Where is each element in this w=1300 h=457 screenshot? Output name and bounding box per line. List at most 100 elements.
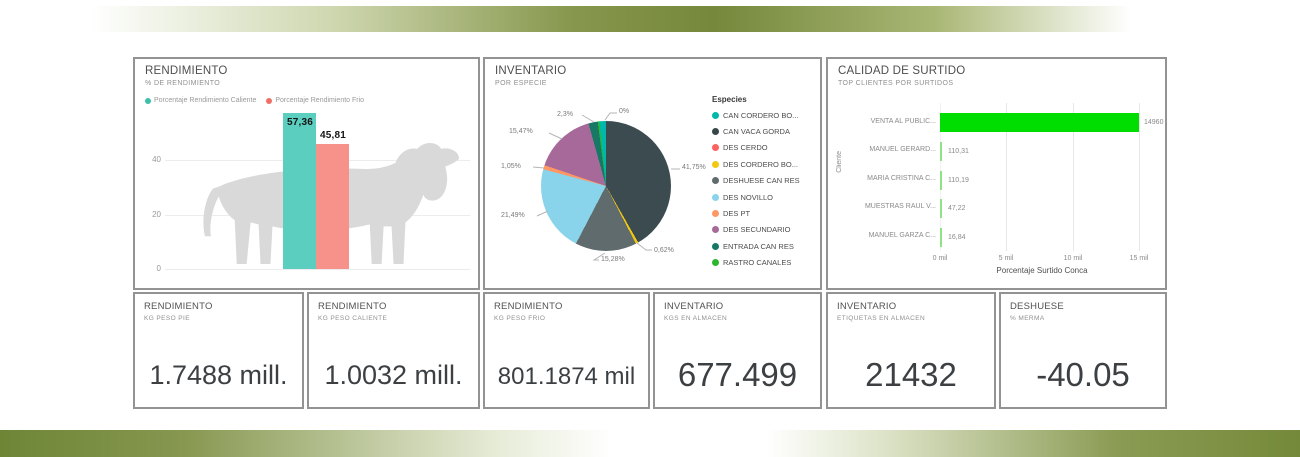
bar-manuel-gerardo[interactable] xyxy=(940,142,942,161)
x-axis-tick: 0 mil xyxy=(932,255,948,262)
legend-dot-icon xyxy=(712,160,719,168)
bar-data-label: 45,81 xyxy=(319,130,347,142)
y-axis-title: Cliente xyxy=(836,151,843,173)
x-axis-title: Porcentaje Surtido Conca xyxy=(996,266,1088,275)
legend-label: DES PT xyxy=(723,209,751,219)
legend-dot-icon xyxy=(712,111,719,119)
kpi-card-rendimiento-peso-caliente[interactable]: RENDIMIENTO KG PESO CALIENTE 1.0032 mill… xyxy=(307,292,480,409)
gridline xyxy=(1073,103,1074,251)
legend-dot-icon xyxy=(712,242,719,250)
legend-dot-icon xyxy=(712,193,719,201)
kpi-card-rendimiento-peso-frio[interactable]: RENDIMIENTO KG PESO FRIO 801.1874 mil xyxy=(483,292,650,409)
bar-venta-al-publico[interactable] xyxy=(940,113,1140,132)
kpi-title: RENDIMIENTO xyxy=(318,301,387,312)
x-axis-tick: 5 mil xyxy=(998,255,1014,262)
legend-label: ENTRADA CAN RES xyxy=(723,241,794,251)
kpi-card-inventario-etiquetas[interactable]: INVENTARIO ETIQUETAS EN ALMACEN 21432 xyxy=(826,292,996,409)
category-label: MANUEL GERARD... xyxy=(869,146,936,153)
legend-dot-icon xyxy=(712,128,719,136)
legend-dot-icon xyxy=(712,177,719,185)
kpi-card-inventario-kgs-almacen[interactable]: INVENTARIO KGS EN ALMACEN 677.499 xyxy=(653,292,822,409)
panel-title: INVENTARIO xyxy=(495,65,567,77)
legend-item[interactable]: DESHUESE CAN RES xyxy=(712,173,800,189)
gridline xyxy=(1006,103,1007,251)
inventario-pie-chart-panel: INVENTARIO POR ESPECIE 41,75% 0,62% 15,2… xyxy=(483,57,822,290)
x-axis-tick: 15 mil xyxy=(1129,255,1149,262)
legend-dot-icon xyxy=(145,97,151,104)
y-axis-tick: 40 xyxy=(152,155,161,164)
legend-label: Porcentaje Rendimiento Caliente xyxy=(154,97,257,104)
kpi-title: DESHUESE xyxy=(1010,301,1064,312)
legend-title: Especies xyxy=(712,95,747,104)
legend-label: CAN VACA GORDA xyxy=(723,127,790,137)
legend-label: DESHUESE CAN RES xyxy=(723,176,800,186)
chart-legend: Porcentaje Rendimiento Caliente Porcenta… xyxy=(145,97,364,104)
panel-title: CALIDAD DE SURTIDO xyxy=(838,65,966,77)
kpi-card-deshuese-merma[interactable]: DESHUESE % MERMA -40.05 xyxy=(999,292,1167,409)
legend-item[interactable]: CAN VACA GORDA xyxy=(712,123,800,139)
bar-manuel-garza[interactable] xyxy=(940,228,942,247)
calidad-surtido-bar-chart-panel: CALIDAD DE SURTIDO TOP CLIENTES POR SURT… xyxy=(826,57,1167,290)
pie-pct-label: 15,47% xyxy=(509,128,533,135)
gridline xyxy=(165,269,470,270)
legend-dot-icon xyxy=(712,259,719,267)
panel-subtitle: POR ESPECIE xyxy=(495,80,547,87)
bar-data-label: 47,22 xyxy=(948,205,966,212)
kpi-subtitle: % MERMA xyxy=(1010,315,1045,322)
bar-muestras-raul[interactable] xyxy=(940,199,942,218)
category-label: VENTA AL PUBLIC... xyxy=(870,118,936,125)
pie-chart[interactable] xyxy=(541,121,671,251)
kpi-title: RENDIMIENTO xyxy=(494,301,563,312)
bar-data-label: 110,31 xyxy=(948,148,969,155)
legend-item[interactable]: DES NOVILLO xyxy=(712,189,800,205)
y-axis-tick: 0 xyxy=(156,264,161,273)
kpi-value: 21432 xyxy=(865,356,957,393)
legend-dot-icon xyxy=(712,210,719,218)
bar-data-label: 14960 xyxy=(1144,119,1164,126)
legend-item[interactable]: DES PT xyxy=(712,205,800,221)
top-gradient-band xyxy=(0,6,1300,32)
kpi-subtitle: KG PESO PIE xyxy=(144,315,190,322)
legend-label: DES CORDERO BO... xyxy=(723,159,799,169)
bottom-gradient-band xyxy=(0,430,1300,457)
legend-item-frio[interactable]: Porcentaje Rendimiento Frio xyxy=(266,97,364,104)
legend-item[interactable]: RASTRO CANALES xyxy=(712,255,800,271)
kpi-subtitle: KGS EN ALMACEN xyxy=(664,315,728,322)
kpi-card-rendimiento-peso-pie[interactable]: RENDIMIENTO KG PESO PIE 1.7488 mill. xyxy=(133,292,304,409)
bar-caliente[interactable] xyxy=(283,112,316,269)
panel-subtitle: % DE RENDIMIENTO xyxy=(145,80,221,87)
pie-legend: Especies CAN CORDERO BO... CAN VACA GORD… xyxy=(712,95,800,271)
pie-pct-label: 15,28% xyxy=(601,256,625,263)
pie-pct-label: 1,05% xyxy=(501,163,521,170)
legend-item[interactable]: DES CERDO xyxy=(712,140,800,156)
gridline xyxy=(1139,103,1140,251)
category-label: MARIA CRISTINA C... xyxy=(867,175,936,182)
bar-data-label: 110,19 xyxy=(948,177,969,184)
y-axis-tick: 20 xyxy=(152,210,161,219)
x-axis-tick: 10 mil xyxy=(1063,255,1083,262)
legend-item[interactable]: CAN CORDERO BO... xyxy=(712,107,800,123)
bar-frio[interactable] xyxy=(316,144,349,269)
kpi-value: 1.7488 mill. xyxy=(149,360,288,390)
kpi-subtitle: KG PESO CALIENTE xyxy=(318,315,388,322)
kpi-value: 801.1874 mil xyxy=(497,363,636,390)
kpi-value: -40.05 xyxy=(1036,356,1130,393)
legend-dot-icon xyxy=(266,97,273,104)
pie-pct-label: 2,3% xyxy=(557,111,573,118)
legend-item[interactable]: ENTRADA CAN RES xyxy=(712,238,800,254)
legend-item[interactable]: DES SECUNDARIO xyxy=(712,222,800,238)
legend-dot-icon xyxy=(712,144,719,152)
category-label: MUESTRAS RAUL V... xyxy=(864,203,936,210)
legend-item[interactable]: DES CORDERO BO... xyxy=(712,156,800,172)
pie-pct-label: 21,49% xyxy=(501,212,525,219)
kpi-value: 677.499 xyxy=(677,356,798,393)
legend-item-caliente[interactable]: Porcentaje Rendimiento Caliente xyxy=(145,97,256,104)
panel-subtitle: TOP CLIENTES POR SURTIDOS xyxy=(838,80,954,87)
legend-label: DES SECUNDARIO xyxy=(723,225,791,235)
kpi-title: INVENTARIO xyxy=(837,301,897,312)
kpi-value: 1.0032 mill. xyxy=(324,360,463,390)
legend-label: RASTRO CANALES xyxy=(723,258,792,268)
bar-data-label: 16,84 xyxy=(948,234,966,241)
bar-maria-cristina[interactable] xyxy=(940,171,942,190)
